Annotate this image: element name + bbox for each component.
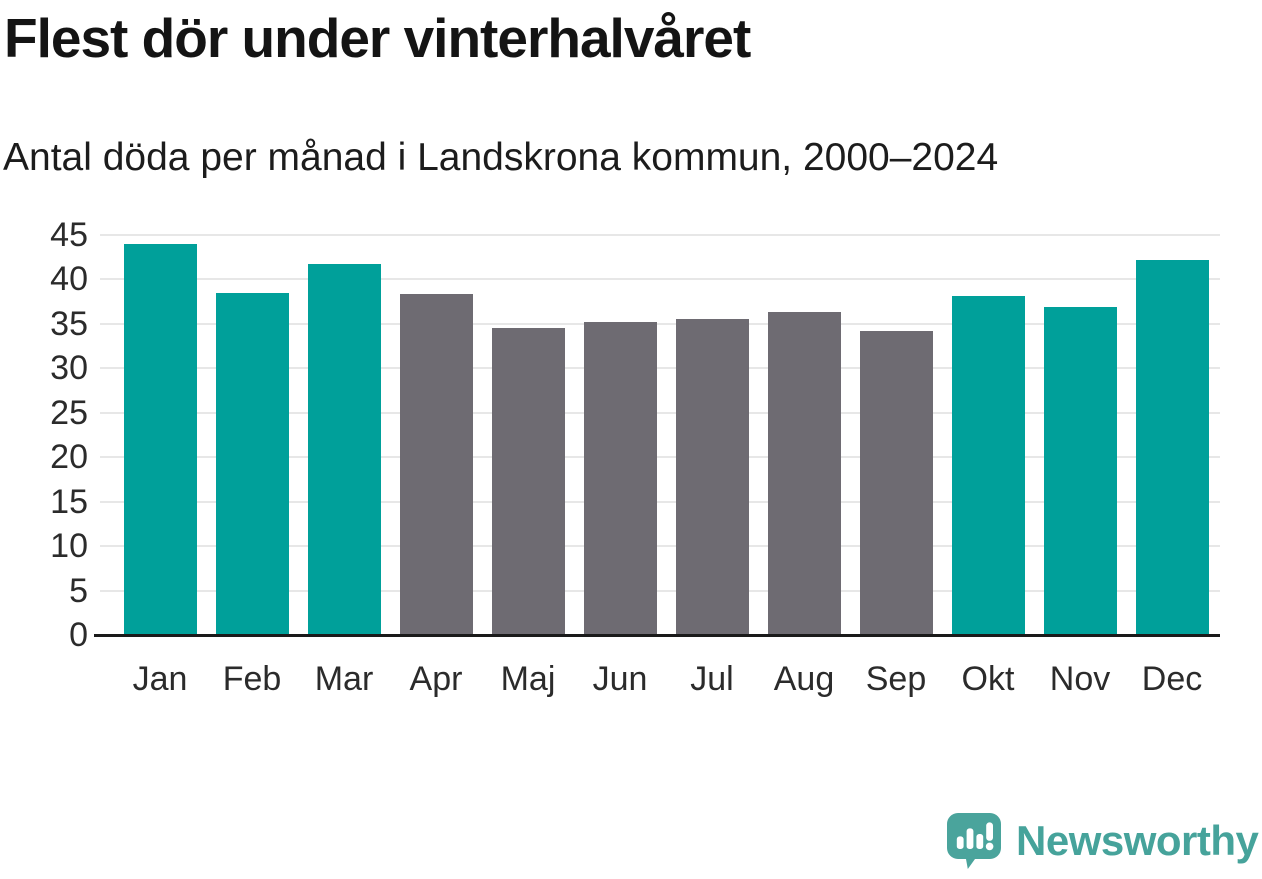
gridline-5 [100,589,1220,592]
bar-aug [767,312,841,635]
y-axis-tick-label: 30 [50,349,88,388]
bar-maj [491,328,565,635]
y-axis-tick-label: 15 [50,482,88,521]
bar-apr [399,293,473,635]
gridline-35 [100,322,1220,325]
bar-mar [307,264,381,635]
bar-jan [123,243,197,635]
y-axis-tick-label: 20 [50,438,88,477]
newsworthy-logo: Newsworthy [944,810,1259,872]
x-axis-label-jun: Jun [592,660,648,698]
bar-dec [1135,259,1209,635]
x-axis-label-feb: Feb [222,660,282,698]
x-axis-label-maj: Maj [500,660,556,698]
gridline-20 [100,456,1220,459]
x-axis-label-jul: Jul [690,660,734,698]
bar-okt [951,296,1025,635]
gridline-25 [100,411,1220,414]
x-axis-label-jan: Jan [132,660,188,698]
gridline-30 [100,367,1220,370]
y-axis-tick-label: 45 [50,216,88,254]
x-axis-label-aug: Aug [773,660,835,698]
y-axis-tick-label: 0 [69,616,88,654]
y-axis-tick-label: 10 [50,527,88,566]
gridline-40 [100,278,1220,281]
page-subtitle: Antal döda per månad i Landskrona kommun… [3,136,999,179]
page-title: Flest dör under vinterhalvåret [4,7,751,69]
x-axis-label-dec: Dec [1141,660,1203,698]
bar-feb [215,292,289,635]
x-axis-label-okt: Okt [961,660,1015,698]
y-axis-tick-label: 40 [50,260,88,299]
x-axis-label-mar: Mar [314,660,374,698]
x-axis-baseline [94,634,1220,637]
y-axis-tick-label: 35 [50,304,88,343]
gridline-15 [100,500,1220,503]
gridline-10 [100,545,1220,548]
x-axis-label-nov: Nov [1049,660,1111,698]
x-axis-label-apr: Apr [409,660,463,698]
y-axis-tick-label: 5 [69,571,88,610]
brand-wordmark: Newsworthy [1016,817,1259,864]
x-axis-label-sep: Sep [865,660,927,698]
bar-nov [1043,307,1117,635]
y-axis-tick-label: 25 [50,393,88,432]
bar-jun [583,322,657,635]
bar-jul [675,319,749,635]
newsworthy-speech-bubble-bar-chart-icon [944,810,1004,872]
bar-sep [859,331,933,635]
gridline-45 [100,234,1220,236]
